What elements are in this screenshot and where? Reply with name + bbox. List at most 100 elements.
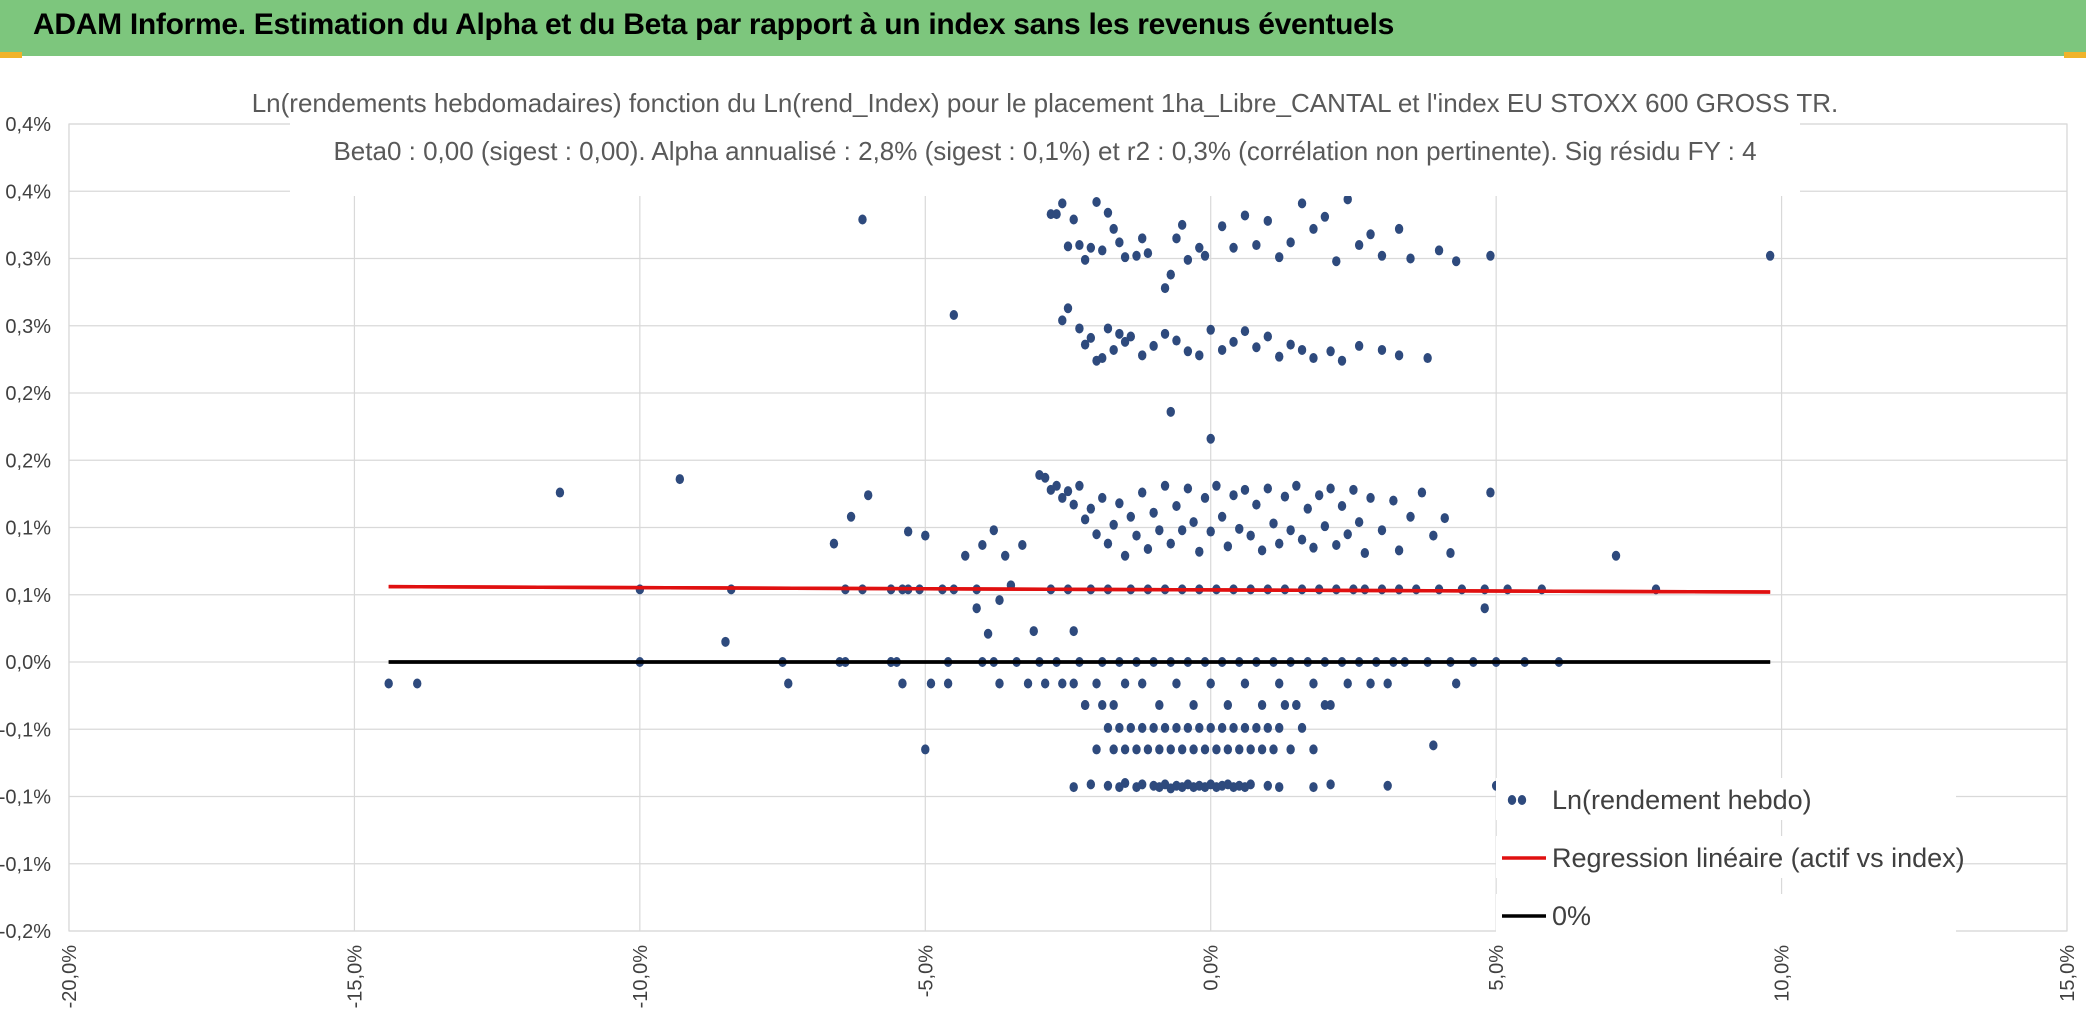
y-tick-label: 0,0% — [5, 652, 51, 674]
data-point — [1217, 344, 1227, 355]
data-point — [1058, 198, 1067, 209]
data-point — [1092, 197, 1101, 208]
data-point — [1434, 245, 1444, 256]
data-point — [1109, 223, 1118, 234]
data-point — [1160, 283, 1170, 294]
data-point — [1240, 326, 1250, 337]
data-point — [1189, 700, 1198, 711]
data-point — [1120, 744, 1130, 755]
data-point — [1029, 626, 1038, 637]
data-point — [1115, 237, 1124, 248]
data-point — [1149, 340, 1158, 351]
data-point — [1120, 778, 1130, 789]
data-point — [1092, 744, 1101, 755]
data-point — [1086, 503, 1096, 514]
data-point — [1075, 240, 1084, 251]
data-point — [1069, 626, 1078, 637]
data-point — [1389, 495, 1398, 506]
data-point — [384, 678, 393, 689]
data-point — [1217, 722, 1227, 733]
data-point — [1332, 539, 1341, 550]
data-point — [1189, 744, 1198, 755]
data-point — [1263, 722, 1273, 733]
data-point — [1246, 779, 1255, 790]
data-point — [1217, 511, 1227, 522]
data-point — [961, 550, 970, 561]
data-point — [1275, 351, 1284, 362]
data-point — [1343, 194, 1352, 205]
y-tick-label: -0,1% — [0, 854, 51, 876]
data-point — [1377, 250, 1387, 261]
y-tick-label: 0,2% — [5, 383, 51, 405]
data-point — [1297, 534, 1307, 545]
data-point — [1069, 214, 1078, 225]
legend-item-bg — [1496, 778, 1956, 820]
data-point — [1446, 548, 1455, 559]
data-point — [1377, 525, 1387, 536]
data-point — [1075, 323, 1084, 334]
data-point — [1343, 529, 1352, 540]
data-point — [1229, 490, 1238, 501]
data-point — [1138, 678, 1147, 689]
data-point — [921, 530, 930, 541]
plot-area — [384, 139, 1775, 794]
data-point — [721, 636, 730, 647]
data-point — [1098, 353, 1107, 364]
data-point — [949, 309, 959, 320]
data-point — [1040, 678, 1050, 689]
data-point — [1252, 342, 1261, 353]
data-point — [1080, 700, 1090, 711]
data-point — [1058, 315, 1067, 326]
data-point — [1297, 198, 1307, 209]
data-point — [1063, 486, 1073, 497]
data-point — [1217, 221, 1227, 232]
data-point — [1132, 530, 1141, 541]
y-tick-label: 0,4% — [5, 114, 51, 136]
data-point — [1126, 722, 1135, 733]
legend-label: Regression linéaire (actif vs index) — [1552, 843, 1965, 873]
data-point — [1332, 256, 1341, 267]
data-point — [1120, 336, 1130, 347]
data-point — [1177, 219, 1187, 230]
data-point — [1257, 700, 1267, 711]
scatter-chart: -0,2% -0,1% -0,1% -0,1% 0,0% 0,1% 0,1% 0,2% 0,2%… — [0, 86, 2079, 1009]
data-point — [413, 678, 422, 689]
data-point — [1120, 678, 1130, 689]
data-point — [1143, 544, 1153, 555]
data-point — [1252, 499, 1261, 510]
data-point — [1109, 700, 1118, 711]
data-point — [995, 595, 1004, 606]
data-point — [1297, 722, 1307, 733]
data-point — [1354, 517, 1364, 528]
data-point — [864, 490, 873, 501]
data-point — [1486, 250, 1495, 261]
x-tick-label: 10,0% — [1772, 945, 1794, 1002]
data-point — [1451, 678, 1461, 689]
data-point — [1269, 744, 1278, 755]
data-point — [1149, 722, 1158, 733]
data-point — [1309, 782, 1318, 793]
data-point — [1023, 678, 1033, 689]
corner-accent-right — [2064, 52, 2086, 58]
data-point — [1263, 483, 1273, 494]
data-point — [1086, 332, 1096, 343]
data-point — [1257, 545, 1267, 556]
data-point — [555, 487, 565, 498]
data-point — [1063, 241, 1073, 252]
data-point — [1320, 521, 1330, 532]
data-point — [1235, 523, 1244, 534]
data-point — [1160, 722, 1170, 733]
data-point — [1138, 233, 1147, 244]
data-point — [1440, 513, 1449, 524]
data-point — [1240, 678, 1250, 689]
data-point — [1263, 215, 1273, 226]
data-point — [675, 474, 685, 485]
x-tick-label: -10,0% — [630, 945, 652, 1009]
data-point — [1423, 353, 1432, 364]
data-point — [1360, 548, 1370, 559]
data-point — [1160, 480, 1170, 491]
data-point — [1235, 744, 1244, 755]
y-tick-label: 0,4% — [5, 181, 51, 203]
data-point — [1132, 250, 1141, 261]
data-point — [1286, 744, 1295, 755]
